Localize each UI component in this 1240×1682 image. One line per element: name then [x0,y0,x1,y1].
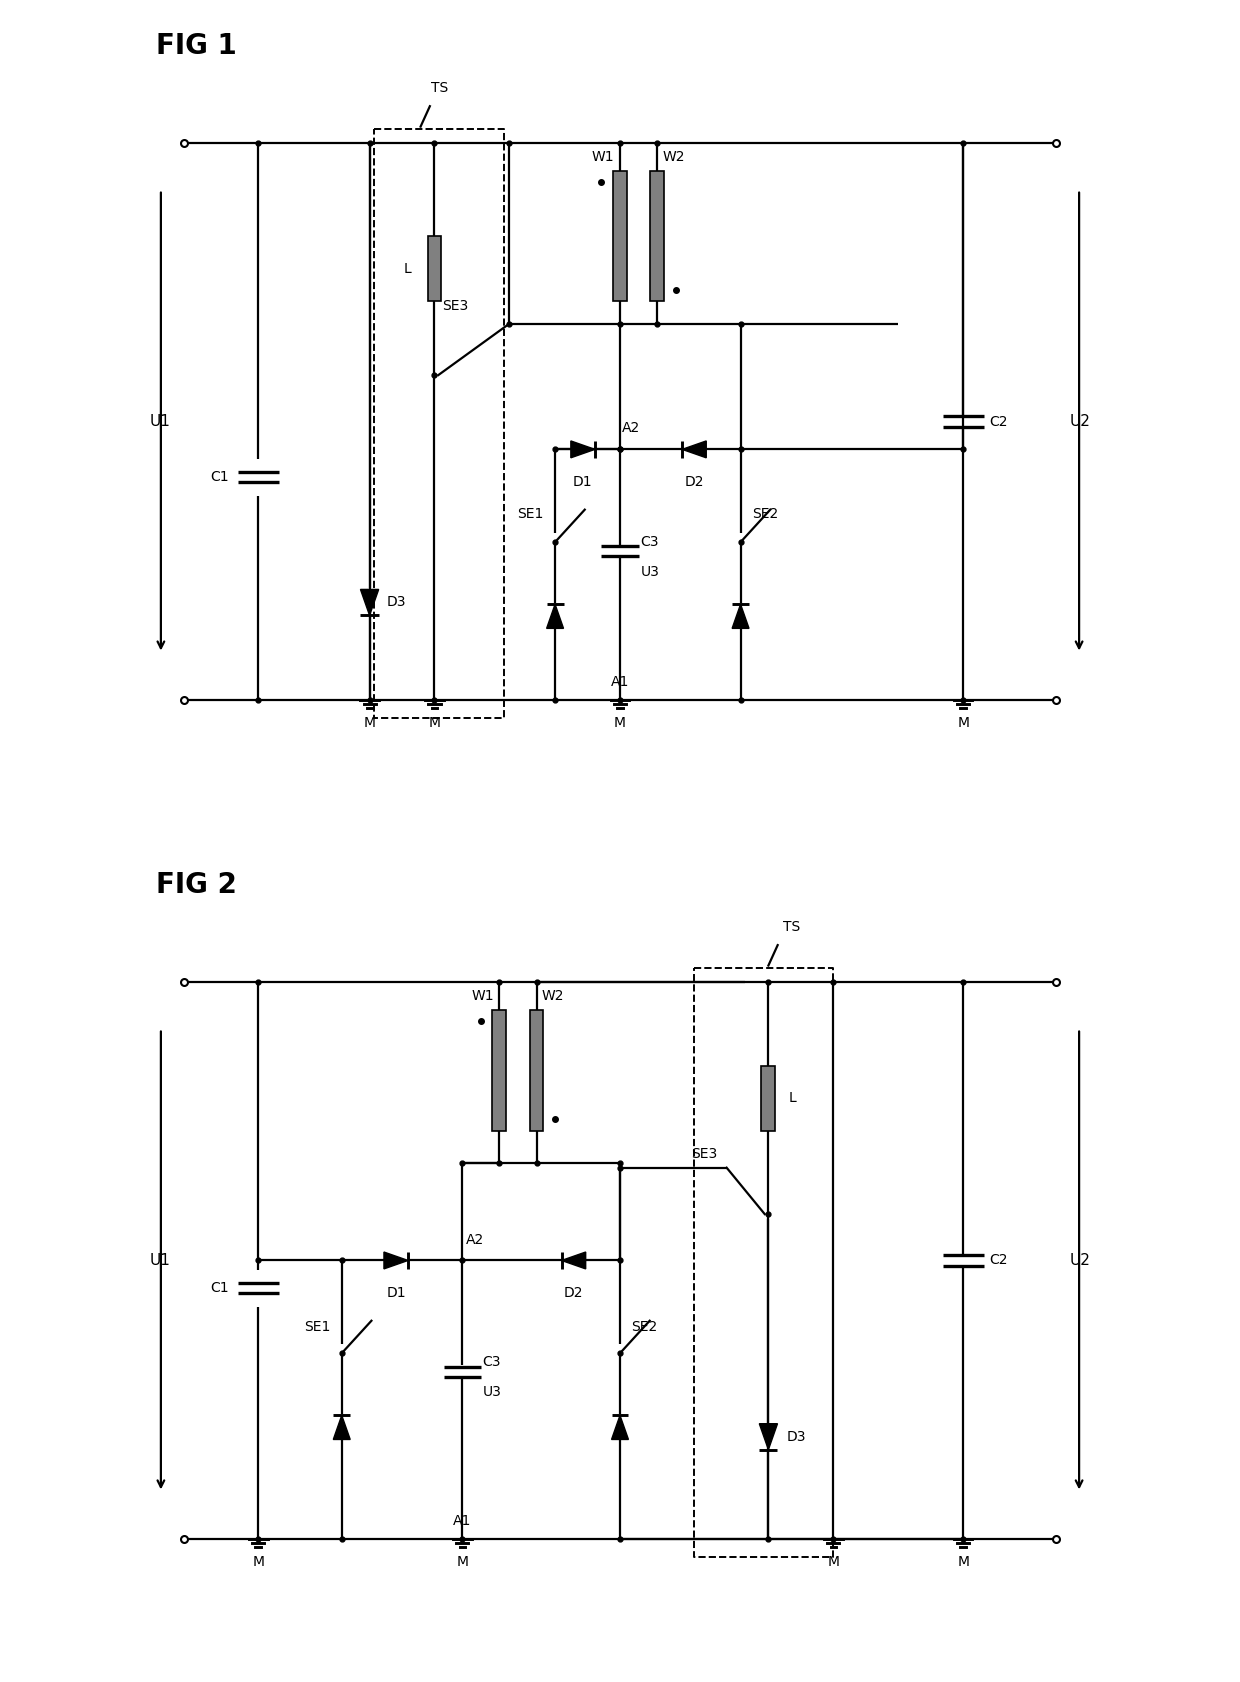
Text: SE1: SE1 [304,1320,331,1334]
Text: C3: C3 [640,535,658,548]
Text: FIG 1: FIG 1 [156,32,237,61]
Text: M: M [957,1556,970,1569]
Text: A1: A1 [611,674,629,688]
Text: D3: D3 [787,1430,806,1443]
Bar [492,1009,506,1130]
Bar [428,235,441,301]
Text: A2: A2 [466,1233,485,1246]
Bar [529,1009,543,1130]
Polygon shape [682,441,707,458]
Text: D2: D2 [564,1287,583,1300]
Text: A1: A1 [453,1514,471,1527]
Text: M: M [456,1556,469,1569]
Text: C2: C2 [990,414,1008,429]
Text: M: M [363,717,376,730]
Text: SE2: SE2 [631,1320,657,1334]
Text: SE3: SE3 [691,1147,718,1161]
Text: W1: W1 [471,989,494,1002]
Text: U3: U3 [640,565,660,579]
Text: C3: C3 [482,1356,501,1369]
Text: FIG 2: FIG 2 [156,871,237,898]
Text: U2: U2 [1070,1253,1091,1268]
Text: U1: U1 [149,1253,170,1268]
Bar [650,172,665,301]
Text: W1: W1 [591,150,615,163]
Text: M: M [827,1556,839,1569]
Polygon shape [732,604,749,629]
Polygon shape [570,441,595,458]
Text: A2: A2 [621,422,640,436]
Text: D1: D1 [386,1287,405,1300]
Text: M: M [429,717,440,730]
Polygon shape [562,1251,585,1268]
Polygon shape [759,1423,777,1450]
Bar [761,1066,775,1130]
Text: D2: D2 [684,476,704,489]
Text: C2: C2 [990,1253,1008,1268]
Text: TS: TS [430,81,448,94]
Bar [613,172,627,301]
Text: D3: D3 [387,595,405,609]
Text: D1: D1 [573,476,593,489]
Polygon shape [361,589,378,616]
Text: U1: U1 [149,414,170,429]
Text: C1: C1 [210,1282,228,1295]
Text: SE2: SE2 [751,508,777,521]
Text: SE1: SE1 [517,508,544,521]
Polygon shape [611,1415,629,1440]
Text: M: M [252,1556,264,1569]
Text: M: M [614,717,626,730]
Text: W2: W2 [662,150,684,163]
Polygon shape [384,1251,408,1268]
Text: L: L [403,261,412,276]
Text: L: L [789,1092,796,1105]
Text: SE3: SE3 [441,299,469,313]
Text: U2: U2 [1070,414,1091,429]
Polygon shape [547,604,563,629]
Text: C1: C1 [210,471,228,484]
Polygon shape [334,1415,350,1440]
Text: U3: U3 [482,1386,502,1399]
Text: M: M [957,717,970,730]
Text: W2: W2 [542,989,564,1002]
Text: TS: TS [782,920,800,934]
